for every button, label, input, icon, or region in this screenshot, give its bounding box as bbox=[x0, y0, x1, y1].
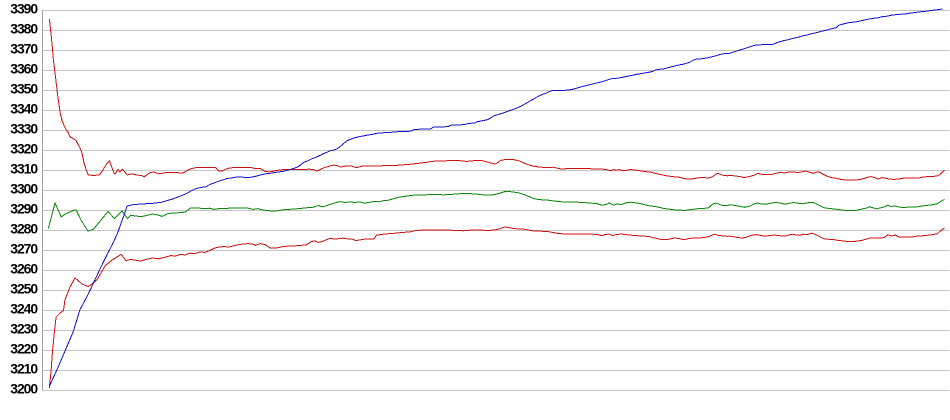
svg-text:3370: 3370 bbox=[10, 41, 38, 57]
svg-text:3300: 3300 bbox=[10, 181, 38, 197]
svg-text:3350: 3350 bbox=[10, 81, 38, 97]
svg-text:3240: 3240 bbox=[10, 301, 38, 317]
svg-text:3210: 3210 bbox=[10, 361, 38, 377]
svg-text:3290: 3290 bbox=[10, 201, 38, 217]
svg-text:3250: 3250 bbox=[10, 281, 38, 297]
svg-text:3380: 3380 bbox=[10, 21, 38, 37]
svg-text:3340: 3340 bbox=[10, 101, 38, 117]
svg-text:3320: 3320 bbox=[10, 141, 38, 157]
svg-text:3360: 3360 bbox=[10, 61, 38, 77]
svg-text:3230: 3230 bbox=[10, 321, 38, 337]
svg-text:3270: 3270 bbox=[10, 241, 38, 257]
svg-text:3280: 3280 bbox=[10, 221, 38, 237]
svg-text:3310: 3310 bbox=[10, 161, 38, 177]
svg-text:3390: 3390 bbox=[10, 1, 38, 17]
svg-text:3330: 3330 bbox=[10, 121, 38, 137]
svg-text:3220: 3220 bbox=[10, 341, 38, 357]
svg-text:3200: 3200 bbox=[10, 381, 38, 397]
svg-text:3260: 3260 bbox=[10, 261, 38, 277]
